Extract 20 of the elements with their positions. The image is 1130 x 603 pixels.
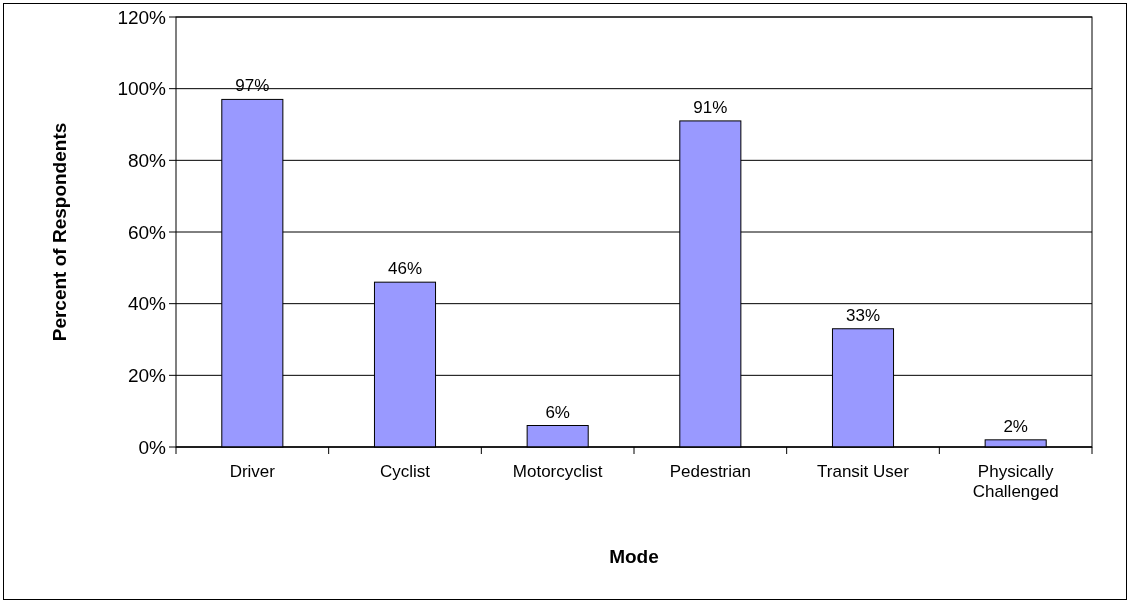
x-axis-title: Mode: [609, 546, 659, 567]
y-tick-label: 0%: [138, 436, 167, 458]
data-label: 2%: [1003, 416, 1028, 436]
x-tick-label: Cyclist: [379, 462, 431, 481]
x-tick-label: Driver: [229, 462, 276, 481]
x-tick-label: Transit User: [817, 462, 910, 481]
y-tick-label: 40%: [127, 293, 167, 315]
data-label: 6%: [545, 402, 570, 422]
data-label: 46%: [387, 259, 423, 279]
x-tick-label: Pedestrian: [669, 462, 751, 481]
x-tick-label: Physically Challenged: [972, 462, 1059, 501]
data-label: 33%: [845, 305, 881, 325]
y-tick-label: 100%: [117, 78, 167, 100]
y-tick-label: 80%: [127, 149, 167, 171]
y-tick-label: 60%: [127, 221, 167, 243]
y-tick-label: 20%: [127, 364, 167, 386]
x-tick-label: Motorcyclist: [512, 462, 603, 481]
data-label: 91%: [693, 97, 728, 117]
y-tick-label: 120%: [117, 6, 167, 28]
y-axis-title: Percent of Respondents: [49, 122, 70, 342]
